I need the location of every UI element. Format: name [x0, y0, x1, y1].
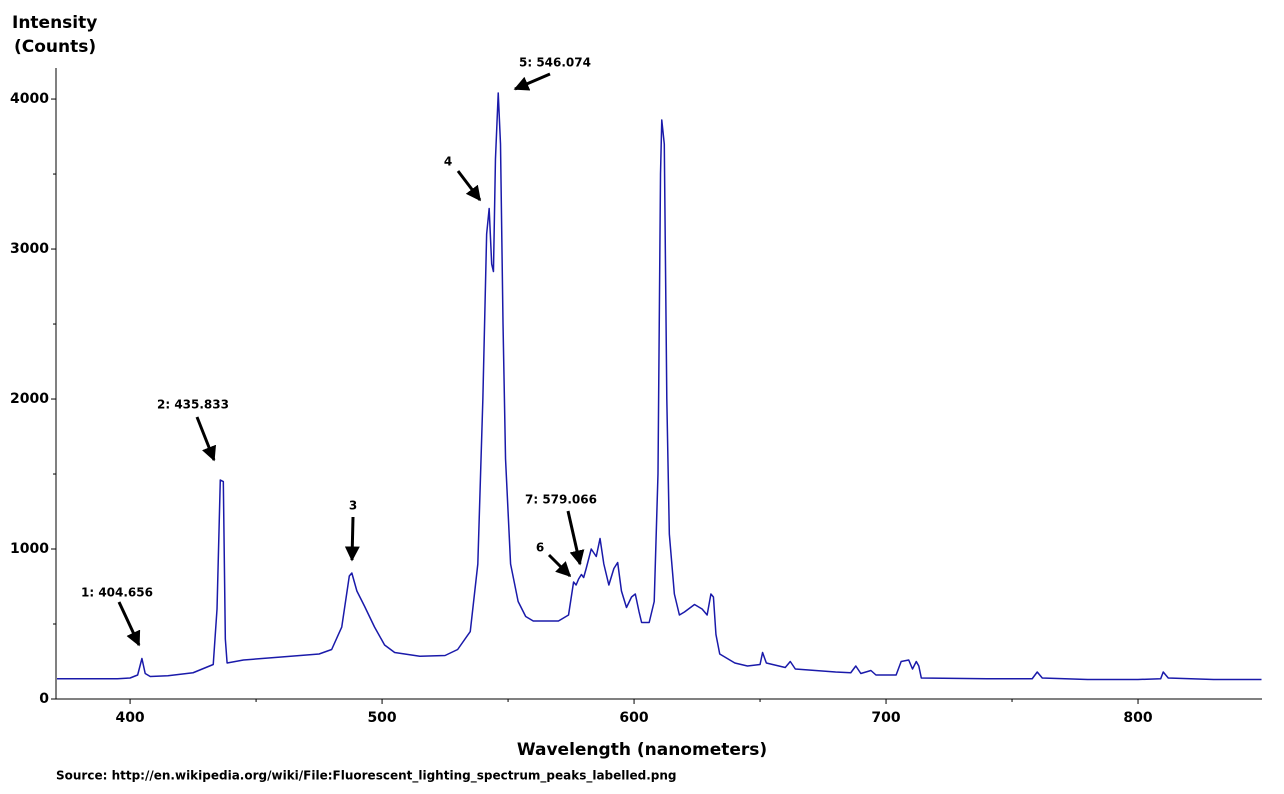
y-tick-label: 0: [39, 691, 49, 707]
annotation: 7: 579.066: [525, 493, 597, 507]
annotation-arrow: [513, 72, 551, 91]
annotation: 6: [536, 541, 544, 555]
annotation-arrow: [456, 170, 482, 202]
annotation: 3: [349, 499, 357, 513]
y-tick-label: 3000: [10, 241, 49, 257]
annotation-arrow: [195, 416, 217, 462]
annotation-arrow: [344, 516, 360, 562]
x-tick-label: 600: [619, 710, 648, 726]
y-tick-label: 2000: [10, 391, 49, 407]
annotation-arrow: [117, 601, 141, 647]
x-axis-label: Wavelength (nanometers): [517, 740, 767, 760]
x-tick-label: 800: [1123, 710, 1152, 726]
annotation: 1: 404.656: [81, 586, 153, 600]
y-tick-label: 4000: [10, 91, 49, 107]
x-tick-label: 400: [115, 710, 144, 726]
spectrum-line: [57, 92, 1262, 681]
annotations: [117, 72, 585, 647]
x-tick-label: 500: [367, 710, 396, 726]
annotation-arrow: [547, 553, 572, 578]
source-note: Source: http://en.wikipedia.org/wiki/Fil…: [56, 769, 677, 784]
y-axis-label: (Counts): [14, 37, 96, 57]
annotation: 2: 435.833: [157, 398, 229, 412]
annotation-arrow: [566, 510, 585, 566]
annotation: 4: [444, 155, 452, 169]
y-axis-label: Intensity: [12, 13, 97, 33]
annotation: 5: 546.074: [519, 56, 591, 70]
x-tick-label: 700: [871, 710, 900, 726]
y-tick-label: 1000: [10, 541, 49, 557]
